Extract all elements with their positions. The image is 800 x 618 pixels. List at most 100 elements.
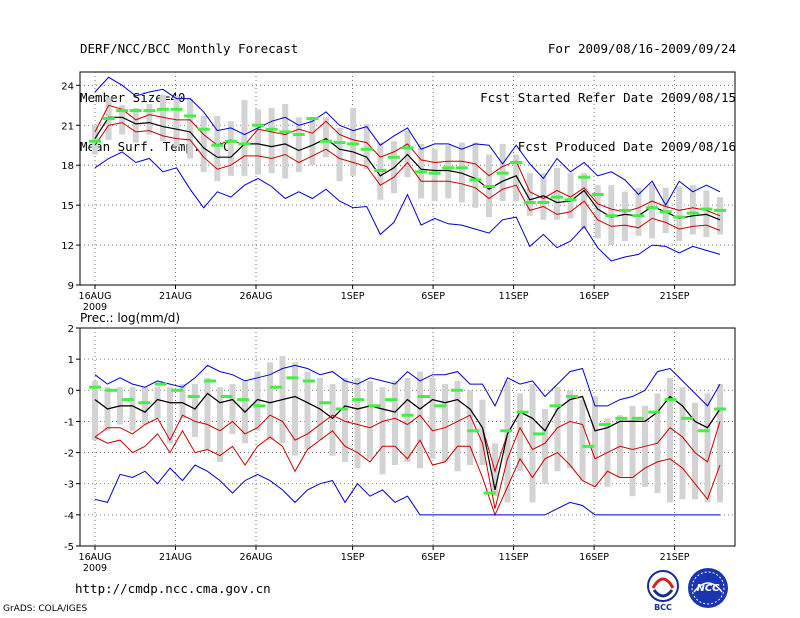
precipitation-observed-marker (302, 379, 315, 383)
temperature-member-bar (703, 190, 710, 238)
precipitation-member-bar (517, 393, 523, 472)
temperature-ytick-label: 18 (61, 161, 74, 172)
precipitation-observed-marker (631, 416, 644, 420)
ncc-logo-text: NCC (696, 583, 720, 594)
precipitation-member-bar (392, 380, 398, 466)
precipitation-series-mean (94, 392, 721, 491)
temperature-observed-marker (224, 139, 237, 143)
precipitation-member-bar (554, 387, 561, 472)
temperature-observed-marker (605, 214, 618, 218)
temperature-member-bar (295, 117, 302, 172)
precipitation-observed-marker (681, 416, 694, 420)
temperature-member-bar (431, 149, 438, 202)
temperature-xtick-label: 16SEP (579, 291, 609, 302)
temperature-member-bar (214, 115, 221, 182)
precipitation-observed-marker (697, 429, 710, 433)
precipitation-observed-marker (335, 407, 348, 411)
temperature-member-bar (309, 117, 316, 166)
grads-credit: GrADS: COLA/IGES (3, 604, 88, 614)
temperature-observed-marker (238, 142, 251, 146)
temperature-observed-marker (319, 139, 332, 143)
precipitation-member-bar (529, 384, 536, 503)
source-url[interactable]: http://cmdp.ncc.cma.gov.cn (75, 581, 271, 596)
temperature-observed-marker (387, 155, 400, 159)
precipitation-ytick-label: -3 (64, 480, 74, 491)
temperature-observed-marker (129, 109, 142, 113)
precipitation-member-bar (579, 399, 586, 481)
precipitation-member-bar (429, 377, 436, 459)
precipitation-observed-marker (286, 376, 299, 380)
temperature-observed-marker (211, 143, 224, 147)
precipitation-observed-marker (450, 388, 463, 392)
precipitation-member-bar (404, 377, 411, 462)
logos: BCC NCC (640, 566, 740, 618)
temperature-member-bar (146, 103, 153, 135)
precipitation-member-bar (454, 380, 461, 472)
temperature-observed-marker (646, 206, 659, 210)
temperature-observed-marker (170, 107, 183, 111)
precipitation-observed-marker (598, 423, 611, 427)
temperature-ytick-label: 24 (61, 81, 74, 92)
precipitation-xtick-label: 16SEP (579, 552, 609, 563)
temperature-observed-marker (401, 146, 414, 150)
temperature-member-bar (255, 109, 262, 175)
temperature-member-bar (676, 186, 683, 242)
precipitation-observed-marker (483, 491, 496, 495)
precipitation-member-bar (379, 387, 386, 475)
temperature-member-bar (241, 99, 248, 176)
temperature-observed-marker (89, 139, 101, 143)
precipitation-observed-marker (154, 382, 167, 386)
precipitation-observed-marker (615, 416, 628, 420)
temperature-series-lower (94, 122, 721, 231)
temperature-ytick-label: 15 (61, 201, 74, 212)
chart-title: DERF/NCC/BCC Monthly Forecast (80, 41, 299, 56)
temperature-observed-marker (143, 109, 156, 113)
temperature-observed-marker (156, 107, 169, 111)
temperature-observed-marker (374, 169, 387, 173)
temperature-observed-marker (347, 142, 360, 146)
precipitation-observed-marker (549, 404, 562, 408)
precipitation-member-bar (354, 377, 361, 469)
temperature-member-bar (553, 167, 560, 220)
temperature-xtick-label: 16AUG (79, 291, 112, 302)
temperature-observed-marker (537, 200, 550, 204)
precipitation-year-label: 2009 (83, 563, 107, 574)
temperature-member-bar (322, 117, 329, 158)
precipitation-observed-marker (187, 395, 200, 399)
temperature-member-bar (649, 183, 656, 239)
temperature-observed-marker (686, 211, 699, 215)
temperature-year-label: 2009 (83, 302, 107, 313)
member-size: Member Size=40 (80, 90, 186, 105)
temperature-observed-marker (632, 214, 645, 218)
precipitation-member-bar (367, 380, 373, 459)
precipitation-member-bar (542, 408, 548, 484)
temperature-member-bar (350, 107, 357, 176)
precipitation-observed-marker (269, 385, 282, 389)
temperature-member-bar (540, 173, 547, 220)
precipitation-member-bar (167, 387, 173, 444)
ncc-logo: NCC (688, 568, 728, 608)
precipitation-observed-marker (171, 388, 184, 392)
precipitation-member-bar (129, 387, 136, 431)
temperature-member-bar (119, 105, 126, 135)
temperature-observed-marker (659, 210, 672, 214)
temperature-observed-marker (102, 117, 115, 121)
precipitation-member-bar (629, 405, 636, 497)
precipitation-observed-marker (417, 395, 430, 399)
precipitation-member-bar (329, 384, 336, 456)
precipitation-observed-marker (401, 413, 414, 417)
precipitation-member-bar (192, 384, 198, 437)
precipitation-member-bar (217, 387, 223, 462)
forecast-period: For 2009/08/16-2009/09/24 (547, 41, 736, 56)
temperature-panel: 9 12 15 18 21 24 16AUG 21AUG 26AUG 1SEP 6SEP 11SEP 1… (61, 71, 736, 313)
precipitation-observed-marker (434, 404, 447, 408)
precipitation-series-lower (94, 414, 721, 509)
precip-title: Prec.: log(mm/d) (80, 311, 180, 325)
precipitation-xtick-label: 16AUG (79, 552, 112, 563)
precipitation-observed-marker (220, 395, 233, 399)
temperature-xtick-label: 21SEP (660, 291, 690, 302)
temperature-member-bar (594, 185, 601, 239)
precipitation-member-bar (479, 399, 486, 466)
precipitation-xtick-label: 6SEP (421, 552, 445, 563)
temperature-member-bar (621, 191, 628, 242)
